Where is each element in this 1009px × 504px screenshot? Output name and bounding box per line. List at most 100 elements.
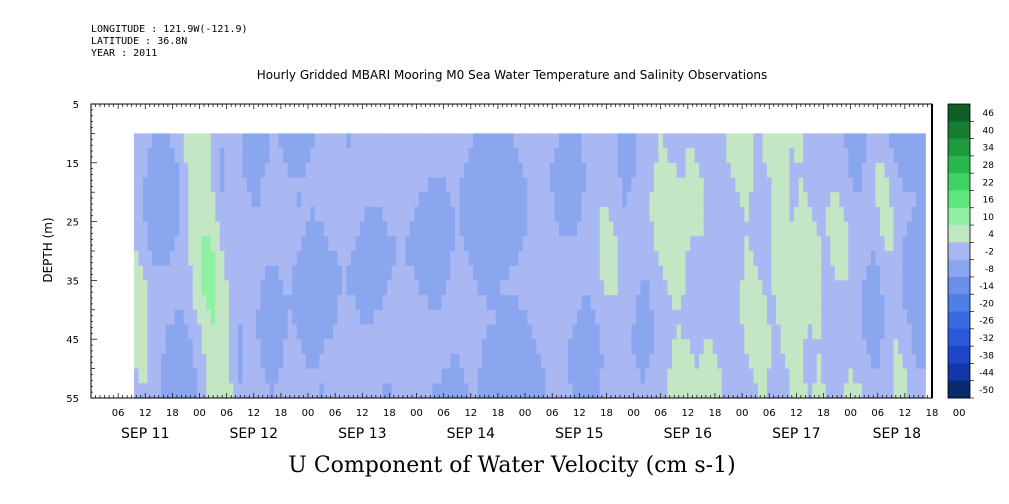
heatmap-cell — [246, 309, 253, 326]
heatmap-cell — [554, 192, 560, 208]
heatmap-cell — [192, 295, 198, 311]
heatmap-cell — [880, 309, 886, 326]
heatmap-cell — [861, 148, 868, 164]
heatmap-cell — [920, 280, 926, 296]
heatmap-cell — [843, 133, 849, 149]
heatmap-cell — [287, 280, 293, 296]
heatmap-cell — [265, 133, 271, 149]
heatmap-cell — [138, 265, 144, 281]
heatmap-cell — [672, 236, 678, 252]
heatmap-cell — [920, 236, 926, 252]
heatmap-cell — [228, 177, 235, 193]
x-date-label: SEP 11 — [121, 426, 169, 442]
heatmap-cell — [699, 353, 705, 370]
y-tick-label: 5 — [73, 100, 79, 111]
heatmap-cell — [337, 383, 343, 399]
heatmap-cell — [283, 251, 289, 267]
heatmap-cell — [681, 133, 687, 149]
heatmap-cell — [138, 251, 144, 267]
heatmap-cell — [183, 353, 189, 370]
heatmap-cell — [459, 251, 465, 267]
variable-title: U Component of Water Velocity (cm s-1) — [288, 453, 736, 478]
heatmap-cell — [206, 177, 212, 193]
heatmap-cell — [436, 192, 443, 208]
heatmap-cell — [495, 353, 501, 370]
heatmap-cell — [631, 177, 637, 193]
heatmap-cell — [278, 192, 284, 208]
heatmap-cell — [762, 251, 768, 267]
heatmap-cell — [156, 148, 162, 164]
heatmap-cell — [771, 368, 777, 384]
heatmap-cell — [766, 353, 773, 370]
heatmap-cell — [391, 236, 397, 252]
heatmap-cell — [427, 324, 433, 340]
heatmap-cell — [441, 339, 447, 355]
heatmap-cell — [265, 383, 271, 399]
heatmap-cell — [482, 133, 488, 149]
heatmap-cell — [346, 251, 352, 267]
heatmap-cell — [540, 339, 547, 355]
heatmap-cell — [667, 251, 673, 267]
heatmap-cell — [237, 265, 244, 281]
heatmap-cell — [269, 339, 275, 355]
heatmap-cell — [473, 177, 479, 193]
heatmap-cell — [423, 280, 429, 296]
heatmap-cell — [898, 383, 904, 399]
heatmap-cell — [563, 192, 569, 208]
heatmap-cell — [224, 324, 230, 340]
heatmap-cell — [635, 251, 641, 267]
heatmap-cell — [699, 251, 705, 267]
heatmap-cell — [572, 206, 578, 223]
heatmap-cell — [658, 192, 664, 208]
heatmap-cell — [170, 339, 176, 355]
heatmap-cell — [228, 280, 235, 296]
heatmap-cell — [369, 383, 375, 399]
heatmap-cell — [283, 206, 289, 223]
heatmap-cell — [147, 324, 153, 340]
heatmap-cell — [500, 133, 506, 149]
heatmap-cell — [694, 177, 700, 193]
heatmap-cell — [785, 324, 791, 340]
heatmap-cell — [396, 383, 402, 399]
heatmap-cell — [246, 295, 253, 311]
heatmap-cell — [581, 251, 587, 267]
heatmap-cell — [147, 251, 153, 267]
heatmap-cell — [907, 353, 913, 370]
heatmap-cell — [812, 177, 818, 193]
heatmap-cell — [916, 339, 922, 355]
heatmap-cell — [382, 368, 388, 384]
heatmap-cell — [432, 192, 438, 208]
heatmap-cell — [373, 295, 379, 311]
heatmap-cell — [152, 295, 158, 311]
heatmap-cell — [396, 162, 402, 179]
heatmap-cell — [165, 339, 171, 355]
heatmap-cell — [581, 221, 587, 237]
heatmap-cell — [626, 133, 632, 149]
heatmap-cell — [762, 177, 768, 193]
heatmap-cell — [545, 192, 551, 208]
heatmap-cell — [197, 236, 203, 252]
heatmap-cell — [310, 251, 316, 267]
heatmap-cell — [210, 162, 216, 179]
heatmap-cell — [911, 339, 917, 355]
heatmap-cell — [635, 309, 641, 326]
heatmap-cell — [319, 383, 325, 399]
heatmap-cell — [215, 206, 221, 223]
heatmap-cell — [902, 339, 908, 355]
heatmap-cell — [757, 177, 764, 193]
heatmap-cell — [613, 236, 619, 252]
heatmap-cell — [830, 221, 836, 237]
heatmap-cell — [590, 383, 596, 399]
heatmap-cell — [699, 192, 705, 208]
heatmap-cell — [577, 236, 583, 252]
heatmap-cell — [739, 177, 745, 193]
heatmap-cell — [721, 368, 727, 384]
heatmap-cell — [355, 236, 361, 252]
heatmap-cell — [599, 133, 605, 149]
heatmap-cell — [834, 133, 840, 149]
heatmap-cell — [766, 236, 773, 252]
heatmap-cell — [640, 383, 646, 399]
heatmap-cell — [260, 251, 266, 267]
heatmap-cell — [640, 251, 646, 267]
heatmap-cell — [256, 206, 262, 223]
